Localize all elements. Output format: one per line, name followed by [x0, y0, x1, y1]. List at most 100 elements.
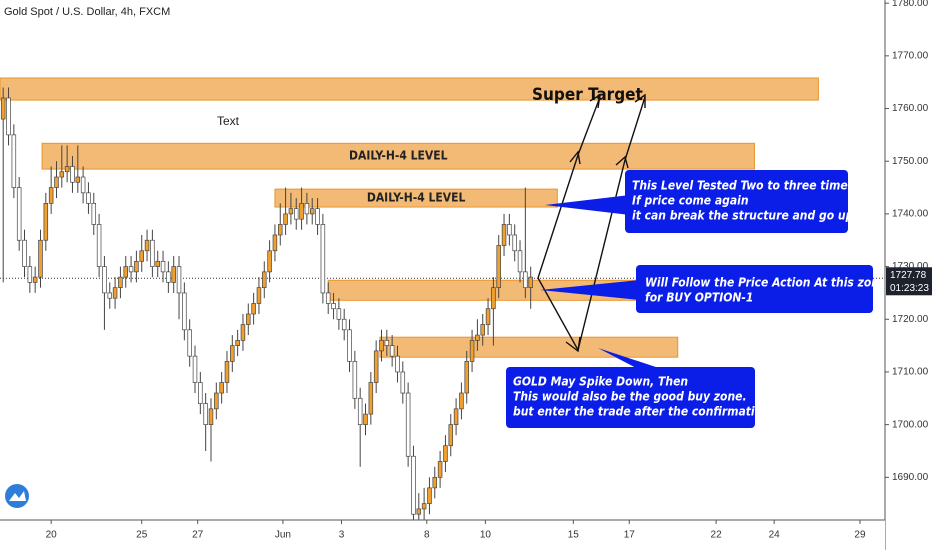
- candle-body: [219, 382, 224, 394]
- candle-body: [512, 234, 517, 252]
- arrow-head: [569, 150, 581, 165]
- x-tick-label: 8: [424, 530, 430, 541]
- candle-body: [421, 503, 427, 510]
- candle-body: [262, 271, 267, 289]
- candle-body: [341, 318, 347, 331]
- candle-body: [251, 303, 256, 315]
- candle-body: [528, 276, 533, 289]
- candle-body: [160, 260, 166, 273]
- zone: [41, 142, 755, 170]
- candle-body: [304, 203, 310, 215]
- candle-body: [469, 339, 475, 362]
- candle-body: [507, 224, 512, 236]
- candle-body: [315, 208, 320, 225]
- candle-body: [134, 260, 139, 273]
- zones: DAILY-H-4 LEVEL DAILY-H-4 LEVEL: [0, 77, 885, 358]
- candle-body: [230, 345, 235, 362]
- x-tick-label: 17: [624, 530, 636, 541]
- arrows: [537, 93, 646, 353]
- candle-body: [517, 250, 523, 273]
- candle-body: [208, 408, 214, 425]
- candle-body: [309, 208, 315, 215]
- candle-body: [112, 287, 118, 299]
- arrow-head: [615, 155, 629, 169]
- x-tick-label: 25: [136, 530, 148, 541]
- callout-text: it can break the structure and go up.: [632, 209, 857, 223]
- candle-body: [480, 324, 485, 336]
- callout-pointer: [545, 195, 630, 215]
- logo-mark: [9, 491, 26, 501]
- candle-body: [475, 334, 480, 341]
- price-label-box: [886, 267, 932, 296]
- candle-body: [453, 408, 459, 425]
- candle-body: [139, 250, 144, 262]
- callout-box: [506, 367, 755, 428]
- candle-body: [416, 508, 422, 515]
- candle-body: [491, 287, 496, 310]
- y-tick-label: 1690.00: [892, 472, 929, 483]
- candle-body: [405, 392, 411, 457]
- zone: [379, 336, 679, 358]
- logo: [5, 484, 29, 508]
- arrow-head: [589, 93, 601, 109]
- x-tick-label: 29: [854, 530, 866, 541]
- candle-body: [363, 413, 368, 425]
- candle-body: [91, 203, 97, 225]
- candle-body: [22, 239, 27, 267]
- candle-body: [16, 187, 22, 241]
- candle-body: [27, 266, 33, 283]
- candle-body: [523, 271, 528, 289]
- candle-body: [256, 287, 262, 304]
- y-tick-label: 1700.00: [892, 419, 929, 430]
- callout-box: [636, 265, 873, 313]
- candle-body: [288, 208, 294, 215]
- candle-body: [395, 355, 400, 373]
- callout-text: Will Follow the Price Action At this zon…: [645, 276, 886, 290]
- candle-body: [293, 208, 299, 220]
- callout-text: for BUY OPTION-1: [645, 291, 753, 305]
- candle-body: [128, 266, 134, 273]
- candle-body: [224, 361, 230, 383]
- candle-body: [437, 461, 443, 478]
- arrow-head: [634, 93, 646, 108]
- candle-body: [331, 303, 336, 310]
- candle-body: [336, 308, 342, 320]
- candle-body: [107, 292, 113, 299]
- callout-pointer: [598, 348, 665, 370]
- candle-body: [464, 361, 469, 394]
- arrow-path: [537, 96, 601, 279]
- arrow-path: [537, 96, 646, 352]
- candle-body: [320, 224, 326, 294]
- annotation: Super Target: [532, 85, 643, 105]
- x-tick-label: 3: [339, 530, 345, 541]
- callout: Will Follow the Price Action At this zon…: [540, 265, 886, 313]
- candle-body: [427, 487, 432, 505]
- candle-body: [171, 266, 176, 283]
- y-tick-label: 1750.00: [892, 156, 929, 167]
- candle-body: [246, 313, 251, 325]
- candle-body: [299, 203, 304, 220]
- candle-body: [325, 292, 331, 304]
- candle-body: [198, 382, 203, 404]
- arrow-head: [565, 336, 581, 353]
- candle-body: [43, 203, 49, 241]
- candle-body: [70, 166, 75, 183]
- candle-body: [240, 324, 246, 341]
- callout-pointer: [540, 280, 640, 300]
- candle-body: [501, 224, 507, 246]
- candle-body: [86, 192, 91, 204]
- candle-body: [389, 345, 395, 357]
- candle-body: [278, 224, 283, 236]
- callout-box: [625, 170, 848, 233]
- price-label: 1727.78: [890, 270, 927, 281]
- x-tick-label: 10: [480, 530, 492, 541]
- chart-title: Gold Spot / U.S. Dollar, 4h, FXCM: [4, 6, 170, 18]
- candle-body: [102, 266, 107, 294]
- candle-body: [432, 476, 438, 489]
- candle-body: [166, 271, 171, 283]
- y-tick-label: 1710.00: [892, 367, 929, 378]
- candle-body: [0, 97, 6, 120]
- candle-body: [235, 339, 240, 346]
- candle-body: [96, 224, 102, 267]
